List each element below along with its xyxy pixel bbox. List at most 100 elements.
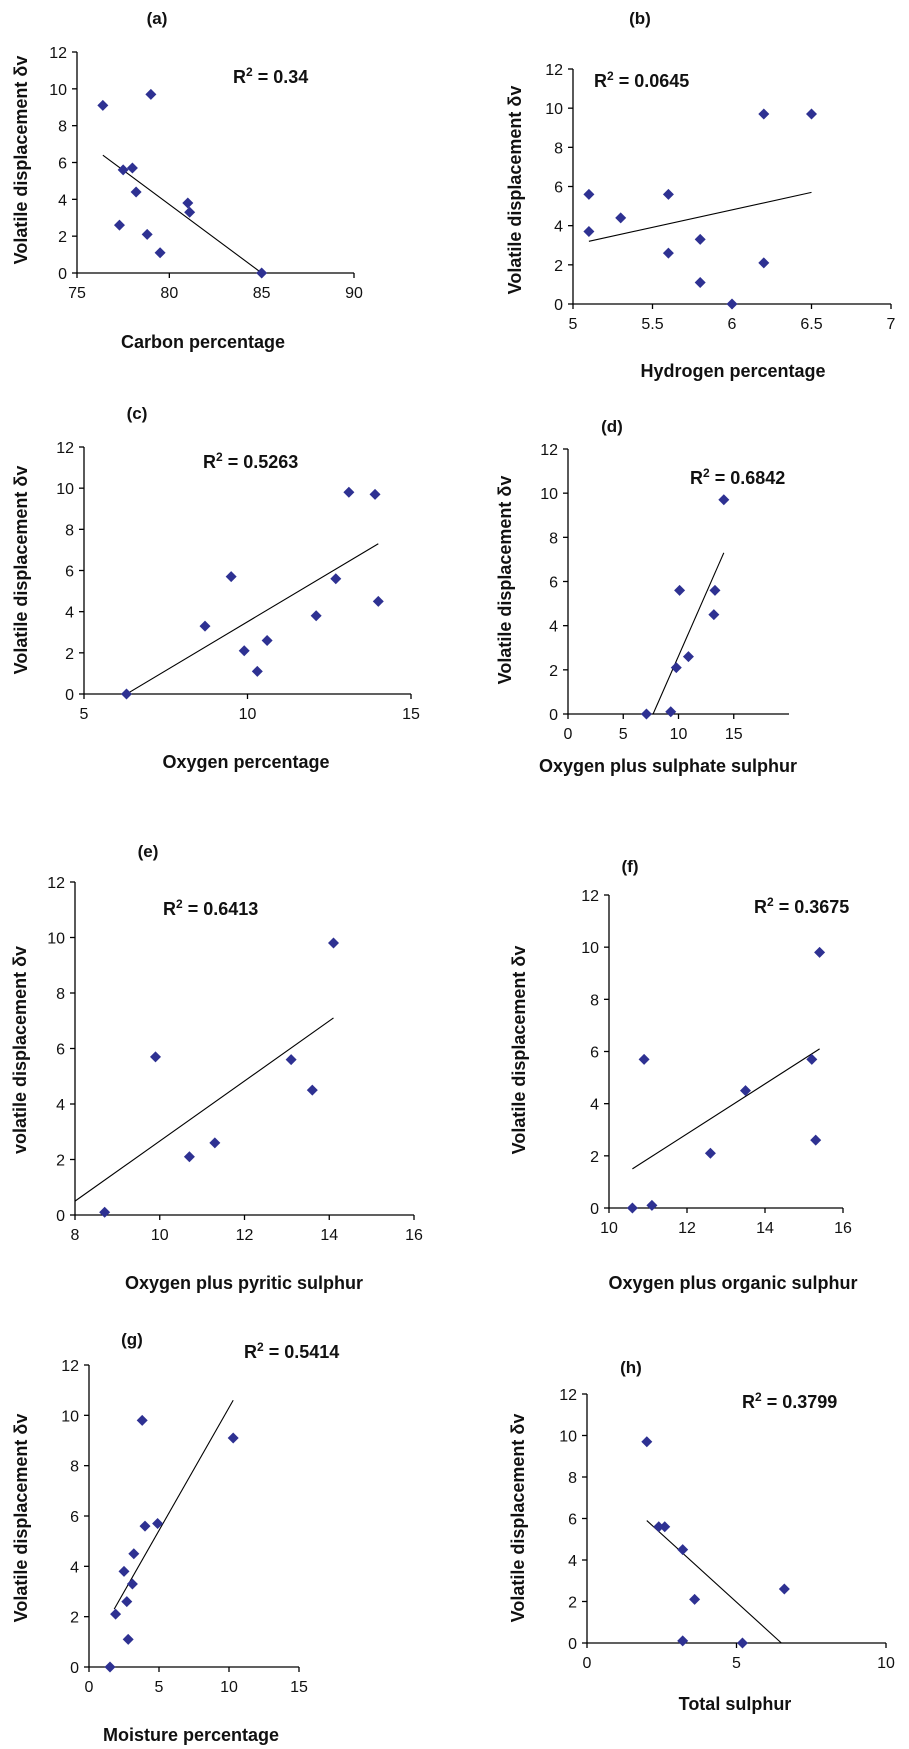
x-tick-label: 10 (670, 726, 688, 743)
x-axis-title: Moisture percentage (103, 1725, 279, 1745)
y-tick-label: 10 (559, 1429, 577, 1446)
y-tick-label: 6 (70, 1509, 79, 1526)
data-point (653, 1521, 665, 1533)
y-tick-label: 6 (65, 564, 74, 581)
x-tick-label: 5 (732, 1655, 741, 1672)
x-tick-label: 12 (678, 1220, 696, 1237)
y-tick-label: 4 (549, 619, 558, 636)
data-point (126, 1578, 138, 1590)
y-tick-label: 10 (49, 82, 67, 99)
data-point (122, 1633, 134, 1645)
data-point (778, 1583, 790, 1595)
data-point (682, 651, 694, 663)
x-tick-label: 10 (151, 1227, 169, 1244)
data-point (736, 1637, 748, 1649)
y-tick-label: 12 (581, 888, 599, 905)
y-tick-label: 4 (590, 1097, 599, 1114)
data-point (694, 276, 706, 288)
y-tick-label: 8 (590, 992, 599, 1009)
x-tick-label: 0 (564, 726, 573, 743)
y-tick-label: 0 (65, 687, 74, 704)
data-point (128, 1548, 140, 1560)
x-tick-label: 10 (877, 1655, 895, 1672)
trend-line (646, 1520, 782, 1644)
trend-line (126, 543, 379, 695)
y-tick-label: 6 (554, 180, 563, 197)
y-tick-label: 6 (549, 575, 558, 592)
chart-panel-1: 75 80 85 90 0 2 4 6 8 10 12 Carbon percentage Volati… (11, 9, 363, 352)
panel-letter: (d) (601, 417, 623, 436)
data-point (310, 610, 322, 622)
x-tick-label: 10 (600, 1220, 618, 1237)
data-point (677, 1544, 689, 1556)
data-point (118, 1565, 130, 1577)
y-tick-label: 8 (58, 119, 67, 136)
x-tick-label: 85 (253, 285, 271, 302)
y-tick-label: 4 (554, 219, 563, 236)
x-tick-label: 5 (619, 726, 628, 743)
x-tick-label: 7 (887, 316, 896, 333)
y-tick-label: 12 (545, 62, 563, 79)
data-point (209, 1137, 221, 1149)
panel-letter: (h) (620, 1358, 642, 1377)
data-point (814, 946, 826, 958)
data-point (99, 1206, 111, 1218)
data-point (662, 188, 674, 200)
y-tick-label: 12 (56, 440, 74, 457)
data-point (806, 1053, 818, 1065)
x-tick-label: 14 (756, 1220, 774, 1237)
r-squared-label: R2 = 0.3675 (754, 895, 849, 917)
r-squared-label: R2 = 0.3799 (742, 1390, 837, 1412)
x-tick-label: 0 (583, 1655, 592, 1672)
data-point (670, 662, 682, 674)
data-point (130, 186, 142, 198)
data-point (641, 1436, 653, 1448)
y-tick-label: 12 (61, 1358, 79, 1375)
data-point (674, 584, 686, 596)
panel-letter: (c) (127, 404, 148, 423)
y-tick-label: 12 (540, 442, 558, 459)
data-point (251, 665, 263, 677)
chart-panel-6: 10 12 14 16 0 2 4 6 8 10 12 Oxygen plus organic sul… (509, 857, 858, 1293)
data-point (626, 1202, 638, 1214)
data-point (183, 1151, 195, 1163)
x-axis-title: Oxygen plus organic sulphur (608, 1273, 857, 1293)
y-tick-label: 0 (568, 1636, 577, 1653)
y-axis-title: Volatile displacement δv (11, 56, 31, 265)
x-tick-label: 5 (80, 706, 89, 723)
y-axis-title: volatile displacement δv (10, 946, 30, 1154)
data-point (136, 1414, 148, 1426)
x-axis-title: Carbon percentage (121, 332, 285, 352)
y-tick-label: 8 (70, 1459, 79, 1476)
data-point (285, 1054, 297, 1066)
data-point (343, 486, 355, 498)
x-tick-label: 16 (405, 1227, 423, 1244)
trend-line (113, 1399, 234, 1610)
data-point (227, 1432, 239, 1444)
data-point (154, 247, 166, 259)
r-squared-label: R2 = 0.6413 (163, 897, 258, 919)
x-tick-label: 5 (155, 1679, 164, 1696)
y-tick-label: 10 (540, 486, 558, 503)
y-tick-label: 8 (554, 140, 563, 157)
y-tick-label: 0 (58, 266, 67, 283)
trend-line (588, 191, 812, 242)
panel-letter: (b) (629, 9, 651, 28)
x-tick-label: 12 (236, 1227, 254, 1244)
chart-panel-3: 5 10 15 0 2 4 6 8 10 12 Oxygen percentage Volatile … (11, 404, 420, 772)
r-squared-label: R2 = 0.5414 (244, 1340, 339, 1362)
y-axis-title: Volatile displacement δv (505, 86, 525, 295)
x-tick-label: 6 (728, 316, 737, 333)
chart-panel-8: 0 5 10 0 2 4 6 8 10 12 Total sulphur Volatile displ… (508, 1358, 895, 1714)
y-tick-label: 12 (559, 1387, 577, 1404)
data-point (704, 1147, 716, 1159)
y-tick-label: 2 (70, 1610, 79, 1627)
data-point (113, 219, 125, 231)
y-tick-label: 4 (70, 1559, 79, 1576)
y-axis-title: Volatile displacement δv (11, 466, 31, 675)
y-tick-label: 12 (47, 875, 65, 892)
x-tick-label: 16 (834, 1220, 852, 1237)
x-tick-label: 14 (320, 1227, 338, 1244)
x-axis-title: Oxygen plus pyritic sulphur (125, 1273, 363, 1293)
data-point (256, 267, 268, 279)
